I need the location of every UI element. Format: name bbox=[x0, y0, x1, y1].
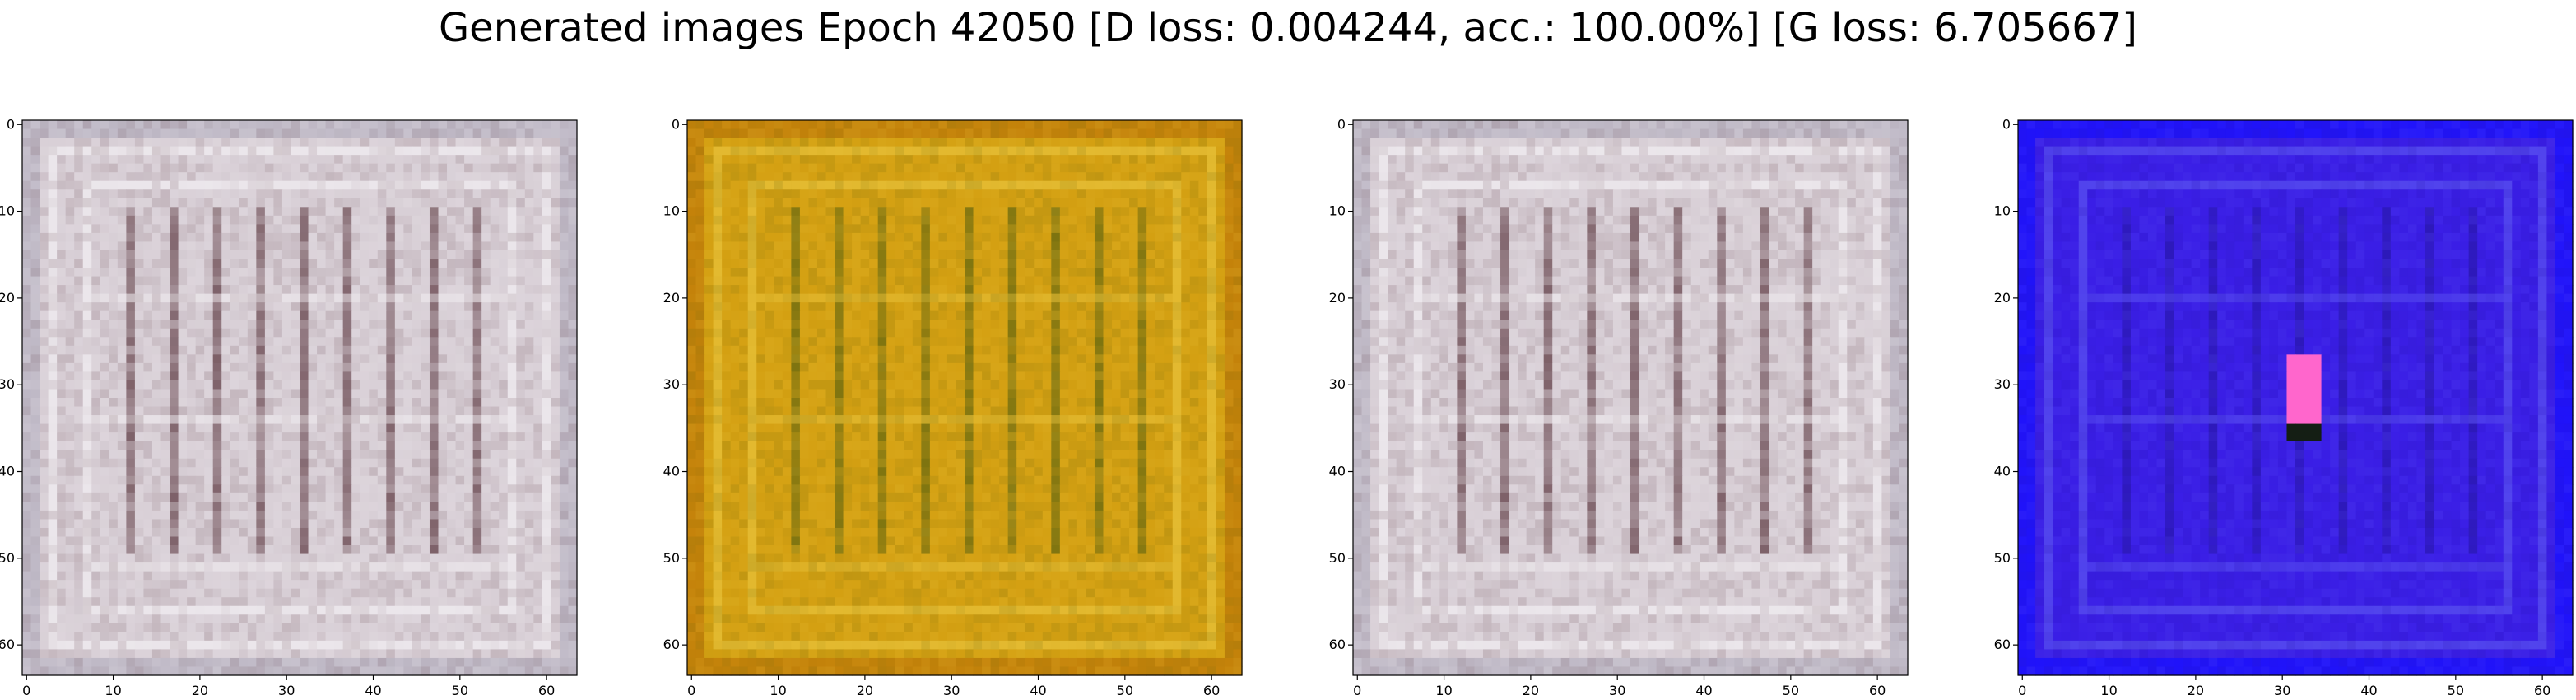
x-tick-label: 30 bbox=[943, 683, 960, 698]
x-tick-label: 20 bbox=[2188, 683, 2204, 698]
y-tick-label: 60 bbox=[663, 637, 680, 652]
x-tick-label: 40 bbox=[1030, 683, 1046, 698]
subplot-1: 0 10 20 30 40 50 60 0 10 20 30 40 50 60 bbox=[0, 99, 625, 700]
y-tick-label: 50 bbox=[1994, 550, 2011, 566]
x-tick-label: 40 bbox=[1695, 683, 1712, 698]
x-tick-label: 10 bbox=[105, 683, 121, 698]
subplot-3: 0 10 20 30 40 50 60 0 10 20 30 40 50 60 bbox=[1331, 99, 1956, 700]
x-tick-label: 40 bbox=[365, 683, 381, 698]
x-tick-label: 50 bbox=[452, 683, 468, 698]
x-tick-label: 50 bbox=[1117, 683, 1133, 698]
x-tick-label: 0 bbox=[2018, 683, 2026, 698]
x-tick-label: 10 bbox=[770, 683, 786, 698]
image-plot-4: 0 10 20 30 40 50 60 0 10 20 30 40 50 60 bbox=[1996, 99, 2576, 700]
x-tick-label: 20 bbox=[192, 683, 208, 698]
x-tick-label: 60 bbox=[1203, 683, 1220, 698]
y-tick-label: 60 bbox=[0, 637, 15, 652]
y-tick-label: 50 bbox=[663, 550, 680, 566]
y-tick-label: 0 bbox=[672, 116, 680, 132]
y-tick-label: 20 bbox=[1994, 290, 2011, 306]
y-tick-label: 10 bbox=[1994, 203, 2011, 219]
y-tick-label: 40 bbox=[1329, 464, 1346, 479]
image-pixels bbox=[2018, 120, 2574, 676]
x-tick-label: 60 bbox=[1869, 683, 1886, 698]
x-tick-label: 20 bbox=[857, 683, 873, 698]
y-tick-label: 40 bbox=[1994, 464, 2011, 479]
y-tick-label: 10 bbox=[0, 203, 15, 219]
y-tick-label: 20 bbox=[663, 290, 680, 306]
subplot-4: 0 10 20 30 40 50 60 0 10 20 30 40 50 60 bbox=[1996, 99, 2576, 700]
figure-title: Generated images Epoch 42050 [D loss: 0.… bbox=[0, 5, 2576, 51]
y-tick-label: 0 bbox=[7, 116, 15, 132]
y-tick-label: 30 bbox=[1329, 376, 1346, 392]
x-tick-label: 30 bbox=[278, 683, 295, 698]
y-tick-label: 20 bbox=[0, 290, 15, 306]
x-tick-label: 10 bbox=[2100, 683, 2117, 698]
y-tick-label: 50 bbox=[1329, 550, 1346, 566]
y-tick-label: 40 bbox=[663, 464, 680, 479]
x-tick-label: 30 bbox=[2274, 683, 2290, 698]
image-pixels bbox=[687, 120, 1243, 676]
x-tick-label: 60 bbox=[2534, 683, 2550, 698]
image-plot-2: 0 10 20 30 40 50 60 0 10 20 30 40 50 60 bbox=[665, 99, 1290, 700]
x-tick-label: 50 bbox=[2448, 683, 2464, 698]
y-tick-label: 30 bbox=[0, 376, 15, 392]
x-tick-label: 0 bbox=[22, 683, 30, 698]
image-pixels bbox=[1353, 120, 1909, 676]
x-tick-label: 0 bbox=[1353, 683, 1361, 698]
x-tick-label: 40 bbox=[2360, 683, 2377, 698]
image-plot-1: 0 10 20 30 40 50 60 0 10 20 30 40 50 60 bbox=[0, 99, 625, 700]
y-tick-label: 0 bbox=[1337, 116, 1346, 132]
image-pixels bbox=[22, 120, 578, 676]
y-tick-label: 20 bbox=[1329, 290, 1346, 306]
x-tick-label: 10 bbox=[1435, 683, 1452, 698]
image-plot-3: 0 10 20 30 40 50 60 0 10 20 30 40 50 60 bbox=[1331, 99, 1956, 700]
x-tick-label: 50 bbox=[1783, 683, 1799, 698]
y-tick-label: 30 bbox=[663, 376, 680, 392]
x-tick-label: 20 bbox=[1523, 683, 1539, 698]
subplot-2: 0 10 20 30 40 50 60 0 10 20 30 40 50 60 bbox=[665, 99, 1290, 700]
y-tick-label: 10 bbox=[1329, 203, 1346, 219]
y-tick-label: 0 bbox=[2002, 116, 2011, 132]
y-tick-label: 40 bbox=[0, 464, 15, 479]
x-tick-label: 60 bbox=[538, 683, 555, 698]
y-tick-label: 30 bbox=[1994, 376, 2011, 392]
y-tick-label: 10 bbox=[663, 203, 680, 219]
x-tick-label: 0 bbox=[687, 683, 695, 698]
x-tick-label: 30 bbox=[1609, 683, 1625, 698]
y-tick-label: 60 bbox=[1994, 637, 2011, 652]
y-tick-label: 60 bbox=[1329, 637, 1346, 652]
y-tick-label: 50 bbox=[0, 550, 15, 566]
